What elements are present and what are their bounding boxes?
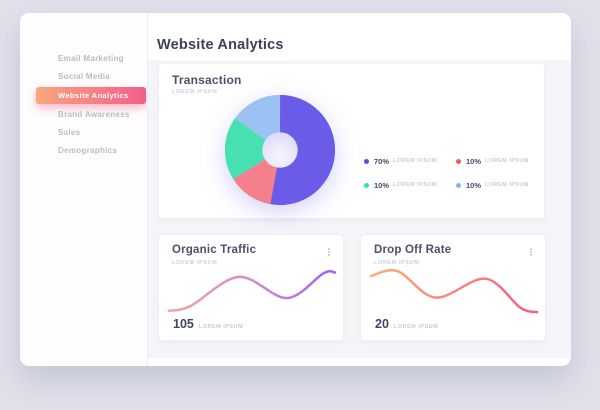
donut-segment-3 bbox=[224, 94, 336, 206]
drop-off-rate-line-chart bbox=[371, 269, 537, 313]
transaction-card-subtitle: LOREM IPSUM bbox=[172, 89, 218, 95]
organic-traffic-value-label: LOREM IPSUM bbox=[198, 324, 244, 330]
organic-traffic-value: 105 bbox=[173, 317, 194, 331]
sidebar-item-demographics[interactable]: Demographics bbox=[58, 146, 118, 155]
sidebar-item-sales[interactable]: Sales bbox=[58, 128, 81, 137]
main-content: Website Analytics Transaction LOREM IPSU… bbox=[148, 13, 571, 366]
sidebar-item-social-media[interactable]: Social Media bbox=[58, 72, 111, 81]
kebab-menu-icon[interactable] bbox=[324, 246, 334, 258]
legend-label: LOREM IPSUM bbox=[393, 158, 437, 164]
legend-dot bbox=[364, 158, 369, 164]
legend-label: LOREM IPSUM bbox=[393, 182, 437, 188]
sidebar-item-email-marketing[interactable]: Email Marketing bbox=[58, 54, 124, 63]
legend-percent: 70% bbox=[374, 156, 390, 166]
legend-dot bbox=[364, 182, 369, 188]
organic-traffic-card: Organic Traffic LOREM IPSUM 105 LOREM IP… bbox=[158, 234, 344, 341]
kebab-menu-icon[interactable] bbox=[526, 246, 536, 258]
legend-dot bbox=[456, 158, 461, 164]
legend-label: LOREM IPSUM bbox=[485, 182, 529, 188]
drop-off-rate-subtitle: LOREM IPSUM bbox=[374, 260, 420, 266]
legend-percent: 10% bbox=[374, 180, 390, 190]
organic-traffic-title: Organic Traffic bbox=[172, 244, 257, 256]
line-series bbox=[169, 271, 335, 311]
legend-percent: 10% bbox=[466, 156, 482, 166]
page-title: Website Analytics bbox=[157, 37, 284, 53]
analytics-window: Email Marketing Social Media Website Analy… bbox=[20, 13, 571, 366]
drop-off-rate-value-row: 20 LOREM IPSUM bbox=[375, 317, 438, 331]
legend-item-0: 70% LOREM IPSUM bbox=[364, 157, 456, 166]
transaction-card-title: Transaction bbox=[172, 73, 242, 87]
donut-legend: 70% LOREM IPSUM 10% LOREM IPSUM 10% LOREM IPS… bbox=[364, 149, 529, 197]
legend-item-3: 10% LOREM IPSUM bbox=[456, 181, 529, 190]
drop-off-rate-value: 20 bbox=[375, 317, 389, 331]
drop-off-rate-card: Drop Off Rate LOREM IPSUM 20 LOREM IPSUM bbox=[360, 234, 546, 341]
sidebar-item-brand-awareness[interactable]: Brand Awareness bbox=[58, 110, 130, 119]
organic-traffic-subtitle: LOREM IPSUM bbox=[172, 260, 218, 266]
sidebar-divider bbox=[147, 13, 148, 366]
donut-segment-2 bbox=[224, 94, 336, 206]
drop-off-rate-title: Drop Off Rate bbox=[374, 244, 452, 256]
line-series bbox=[371, 270, 537, 312]
sidebar: Email Marketing Social Media Website Analy… bbox=[20, 13, 147, 366]
legend-item-2: 10% LOREM IPSUM bbox=[364, 181, 456, 190]
organic-traffic-value-row: 105 LOREM IPSUM bbox=[173, 317, 243, 331]
drop-off-rate-value-label: LOREM IPSUM bbox=[393, 324, 439, 330]
legend-percent: 10% bbox=[466, 180, 482, 190]
legend-dot bbox=[456, 182, 461, 188]
donut-segment-1 bbox=[224, 94, 336, 206]
legend-label: LOREM IPSUM bbox=[485, 158, 529, 164]
content-panel: Transaction LOREM IPSUM 70% LOREM IPSUM 10… bbox=[148, 60, 571, 358]
legend-item-1: 10% LOREM IPSUM bbox=[456, 157, 529, 166]
donut-chart bbox=[224, 94, 336, 206]
organic-traffic-line-chart bbox=[169, 269, 335, 313]
transaction-card: Transaction LOREM IPSUM 70% LOREM IPSUM 10… bbox=[158, 63, 545, 219]
sidebar-item-website-analytics[interactable]: Website Analytics bbox=[36, 87, 146, 104]
